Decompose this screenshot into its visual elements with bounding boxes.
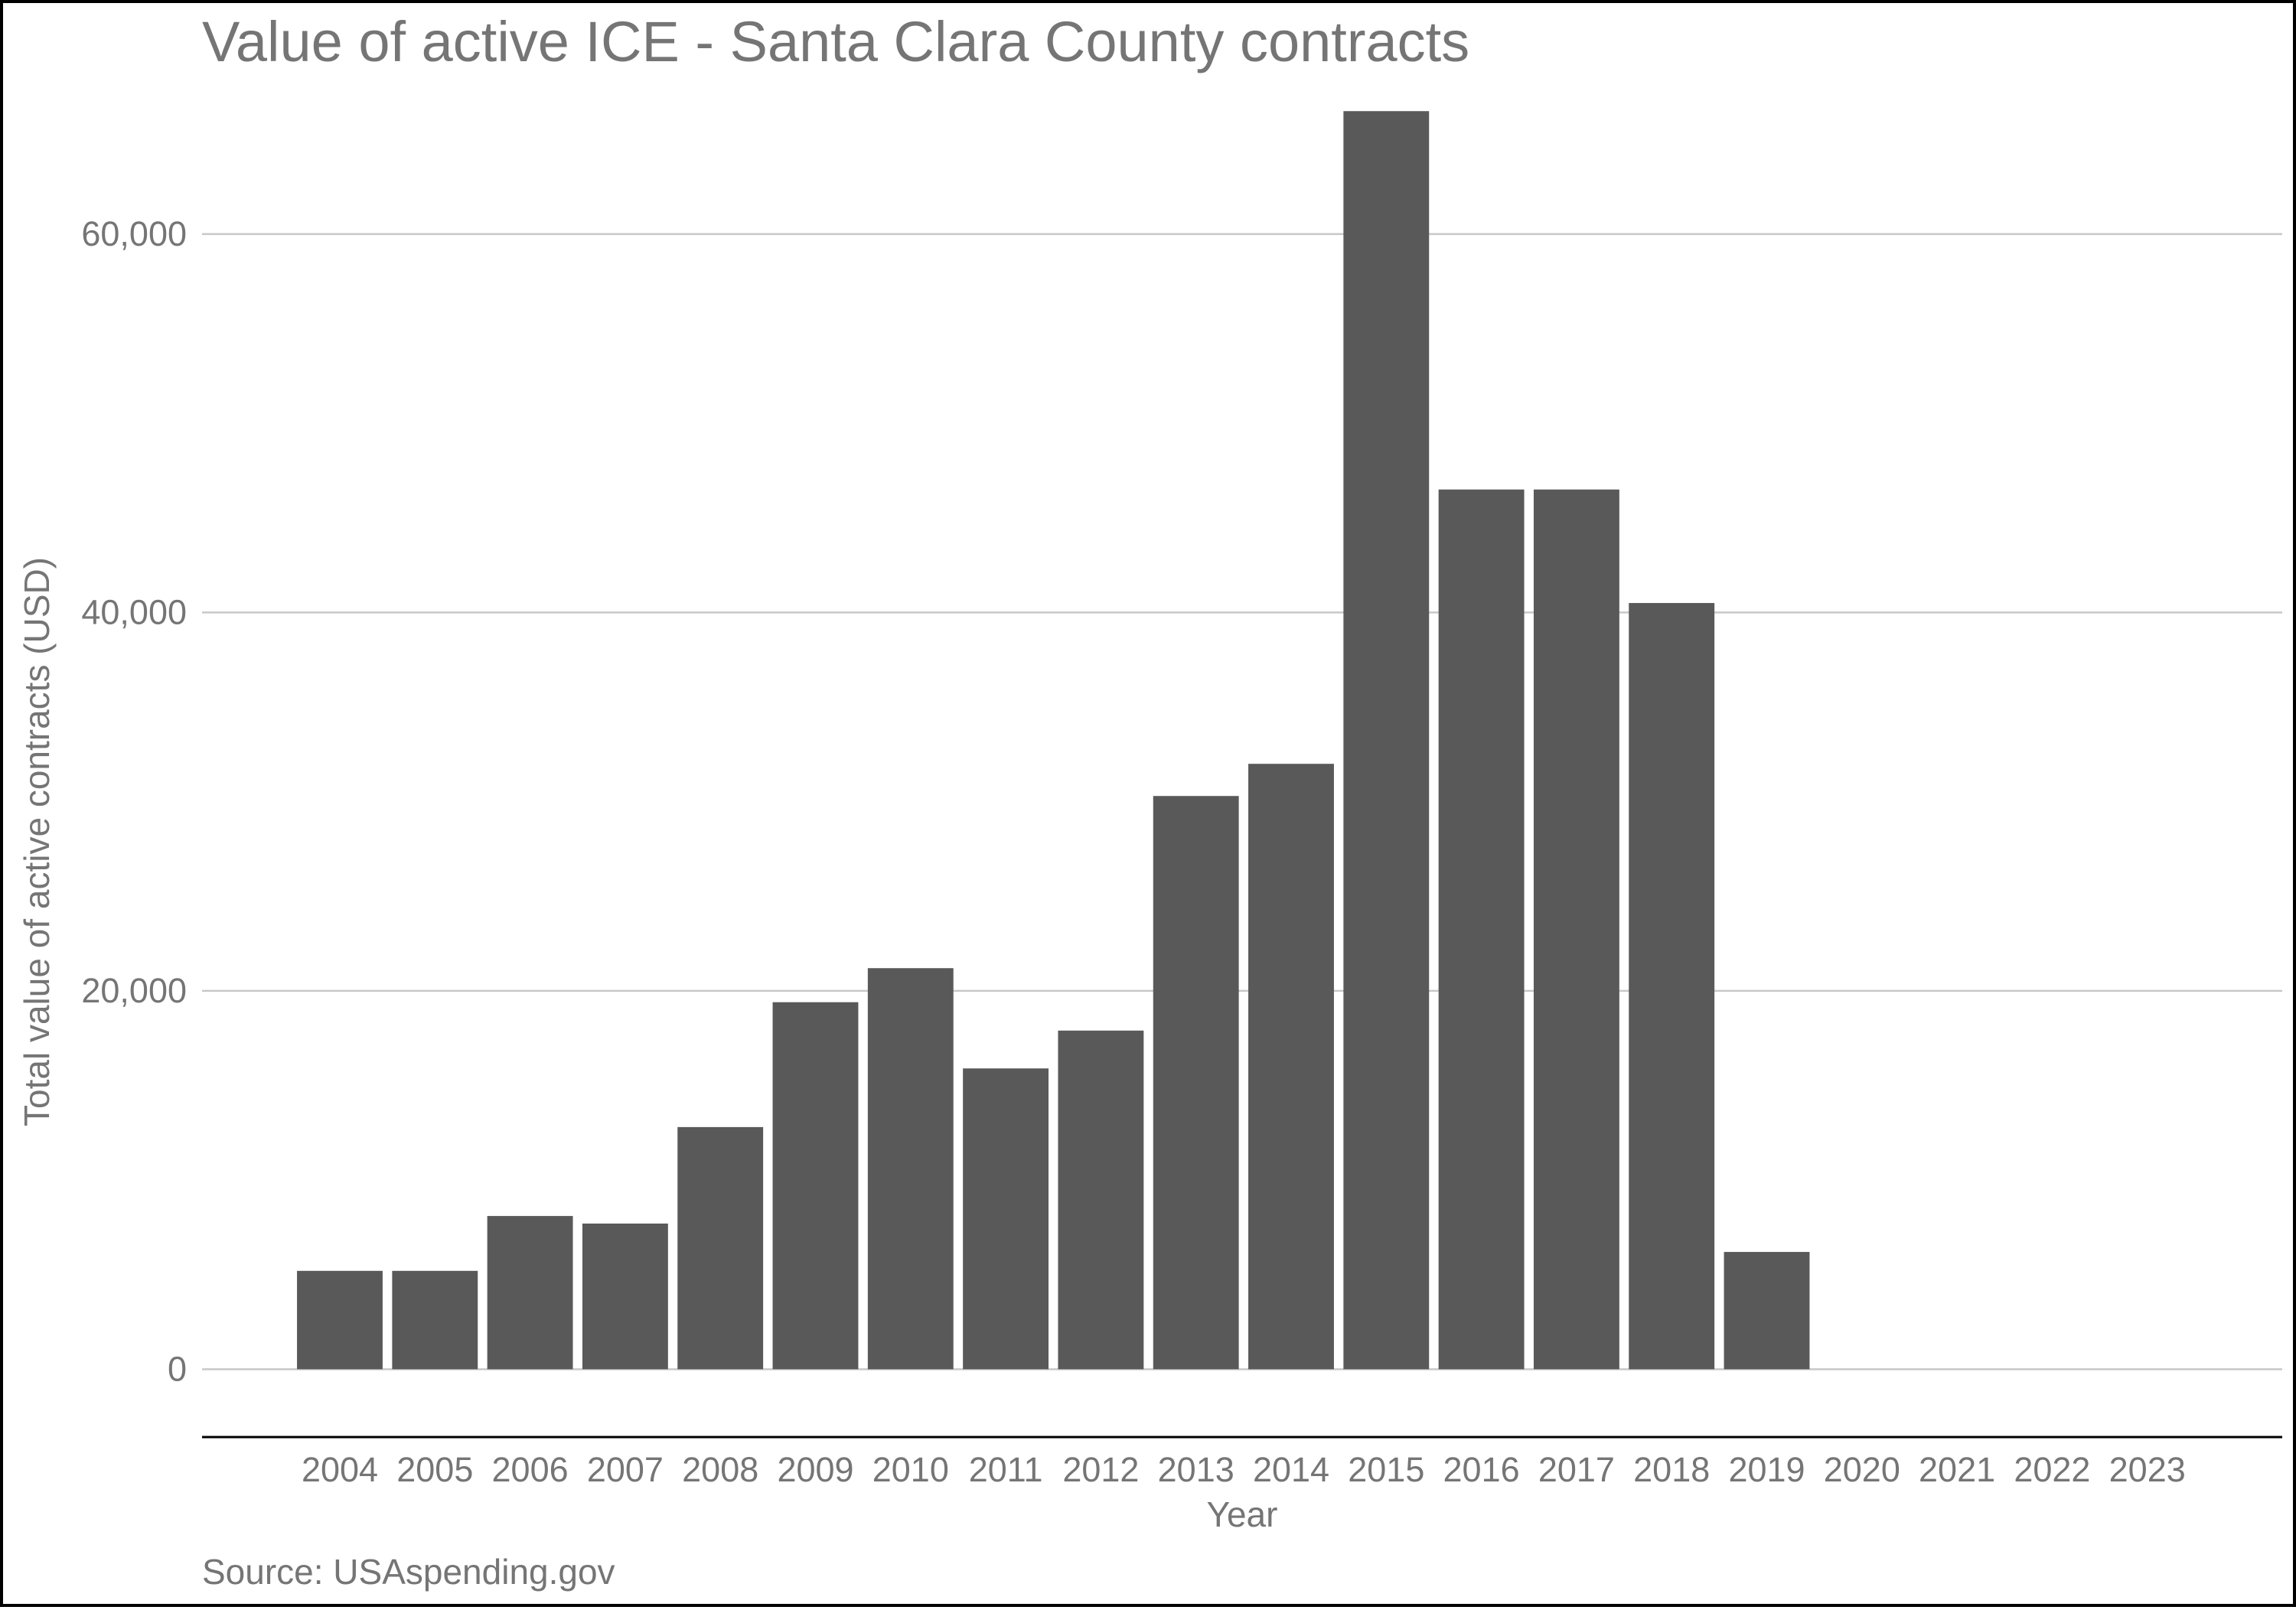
x-tick-label-2023: 2023: [2109, 1450, 2186, 1489]
gridlines: [202, 233, 2282, 1370]
y-tick-label-40000: 40,000: [81, 592, 187, 631]
y-tick-label-20000: 20,000: [81, 971, 187, 1010]
x-tick-labels: 2004 2005 2006 2007 2008 2009 2010 2011 2012 2013…: [302, 1450, 2186, 1489]
x-tick-label-2010: 2010: [872, 1450, 949, 1489]
y-tick-label-60000: 60,000: [81, 214, 187, 253]
x-tick-label-2020: 2020: [1824, 1450, 1900, 1489]
bar-2014: [1248, 764, 1334, 1370]
bar-2010: [867, 968, 954, 1370]
bar-2018: [1629, 603, 1715, 1370]
bar-2015: [1343, 111, 1430, 1370]
bar-2006: [487, 1216, 573, 1370]
x-tick-label-2013: 2013: [1158, 1450, 1234, 1489]
bar-2005: [392, 1270, 478, 1370]
chart-title: Value of active ICE - Santa Clara County…: [202, 10, 1469, 73]
y-axis-title: Total value of active contracts (USD): [17, 557, 57, 1126]
bars: [297, 111, 1810, 1370]
source-caption: Source: USAspending.gov: [202, 1552, 615, 1592]
x-tick-label-2018: 2018: [1633, 1450, 1710, 1489]
x-tick-label-2008: 2008: [682, 1450, 758, 1489]
bar-2012: [1058, 1030, 1144, 1370]
x-tick-label-2014: 2014: [1253, 1450, 1329, 1489]
y-tick-labels: 0 20,000 40,000 60,000: [81, 214, 187, 1388]
x-tick-label-2019: 2019: [1728, 1450, 1805, 1489]
bar-2009: [772, 1002, 859, 1370]
bar-2019: [1724, 1252, 1810, 1370]
x-tick-label-2022: 2022: [2014, 1450, 2090, 1489]
x-tick-label-2021: 2021: [1919, 1450, 1995, 1489]
y-tick-label-0: 0: [168, 1349, 187, 1388]
bar-2017: [1533, 489, 1619, 1370]
x-tick-label-2009: 2009: [777, 1450, 853, 1489]
bar-chart: 0 20,000 40,000 60,000 2004 2005 2006 2007 2008…: [17, 10, 2282, 1592]
x-tick-label-2015: 2015: [1348, 1450, 1424, 1489]
x-tick-label-2012: 2012: [1062, 1450, 1139, 1489]
x-tick-label-2004: 2004: [302, 1450, 378, 1489]
x-tick-label-2005: 2005: [396, 1450, 473, 1489]
x-tick-label-2016: 2016: [1443, 1450, 1520, 1489]
x-tick-label-2007: 2007: [587, 1450, 664, 1489]
bar-2004: [297, 1270, 383, 1370]
x-tick-label-2006: 2006: [492, 1450, 569, 1489]
x-axis-title: Year: [1207, 1494, 1278, 1534]
bar-2013: [1153, 796, 1239, 1370]
bar-2007: [582, 1223, 668, 1370]
bar-2011: [963, 1068, 1049, 1370]
x-tick-label-2017: 2017: [1538, 1450, 1615, 1489]
x-tick-label-2011: 2011: [969, 1450, 1043, 1489]
bar-2016: [1438, 489, 1525, 1370]
bar-2008: [677, 1126, 764, 1370]
